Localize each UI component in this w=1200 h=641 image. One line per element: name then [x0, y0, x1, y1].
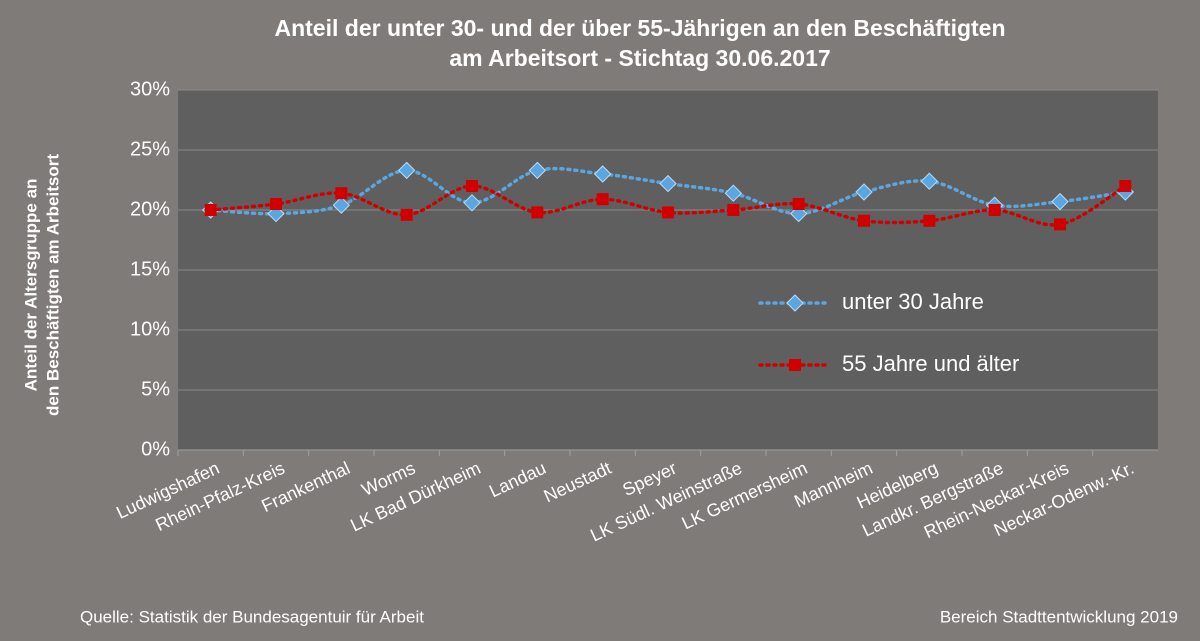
- point: [400, 208, 413, 221]
- point: [855, 183, 873, 201]
- legend-marker: [789, 359, 801, 371]
- y-tick-label: 10%: [130, 318, 170, 340]
- point: [724, 184, 743, 202]
- credit: Bereich Stadttentwicklung 2019: [940, 607, 1178, 626]
- legend-label: unter 30 Jahre: [842, 289, 984, 314]
- point: [270, 198, 282, 210]
- y-axis-title: den Beschäftigten am Arbeitsort: [43, 154, 62, 416]
- point: [397, 161, 416, 180]
- y-tick-label: 20%: [130, 198, 170, 220]
- chart-title: Anteil der unter 30- und der über 55-Jäh…: [274, 15, 1005, 41]
- point: [727, 204, 740, 216]
- point: [466, 180, 478, 192]
- point: [531, 206, 544, 219]
- point: [662, 206, 674, 219]
- point: [463, 194, 481, 212]
- point: [1051, 192, 1069, 211]
- point: [528, 161, 547, 180]
- point: [593, 165, 612, 183]
- point: [920, 172, 939, 190]
- y-tick-label: 0%: [141, 438, 170, 460]
- point: [792, 198, 805, 210]
- point: [335, 187, 348, 200]
- y-tick-label: 25%: [130, 138, 170, 160]
- legend-label: 55 Jahre und älter: [842, 351, 1019, 376]
- legend-marker: [786, 294, 804, 312]
- y-tick-label: 5%: [141, 378, 170, 400]
- point: [923, 214, 936, 227]
- point: [596, 193, 609, 206]
- chart-title: am Arbeitsort - Stichtag 30.06.2017: [449, 45, 830, 71]
- point: [659, 174, 677, 193]
- point: [332, 196, 351, 214]
- point: [204, 204, 217, 216]
- point: [1119, 180, 1132, 192]
- source: Quelle: Statistik der Bundesagentuir für…: [80, 607, 424, 626]
- y-axis-title: Anteil der Altersgruppe an: [21, 179, 40, 392]
- y-tick-label: 30%: [130, 78, 170, 100]
- point: [858, 214, 870, 227]
- point: [1054, 218, 1066, 231]
- y-tick-label: 15%: [130, 258, 170, 280]
- point: [988, 204, 1001, 216]
